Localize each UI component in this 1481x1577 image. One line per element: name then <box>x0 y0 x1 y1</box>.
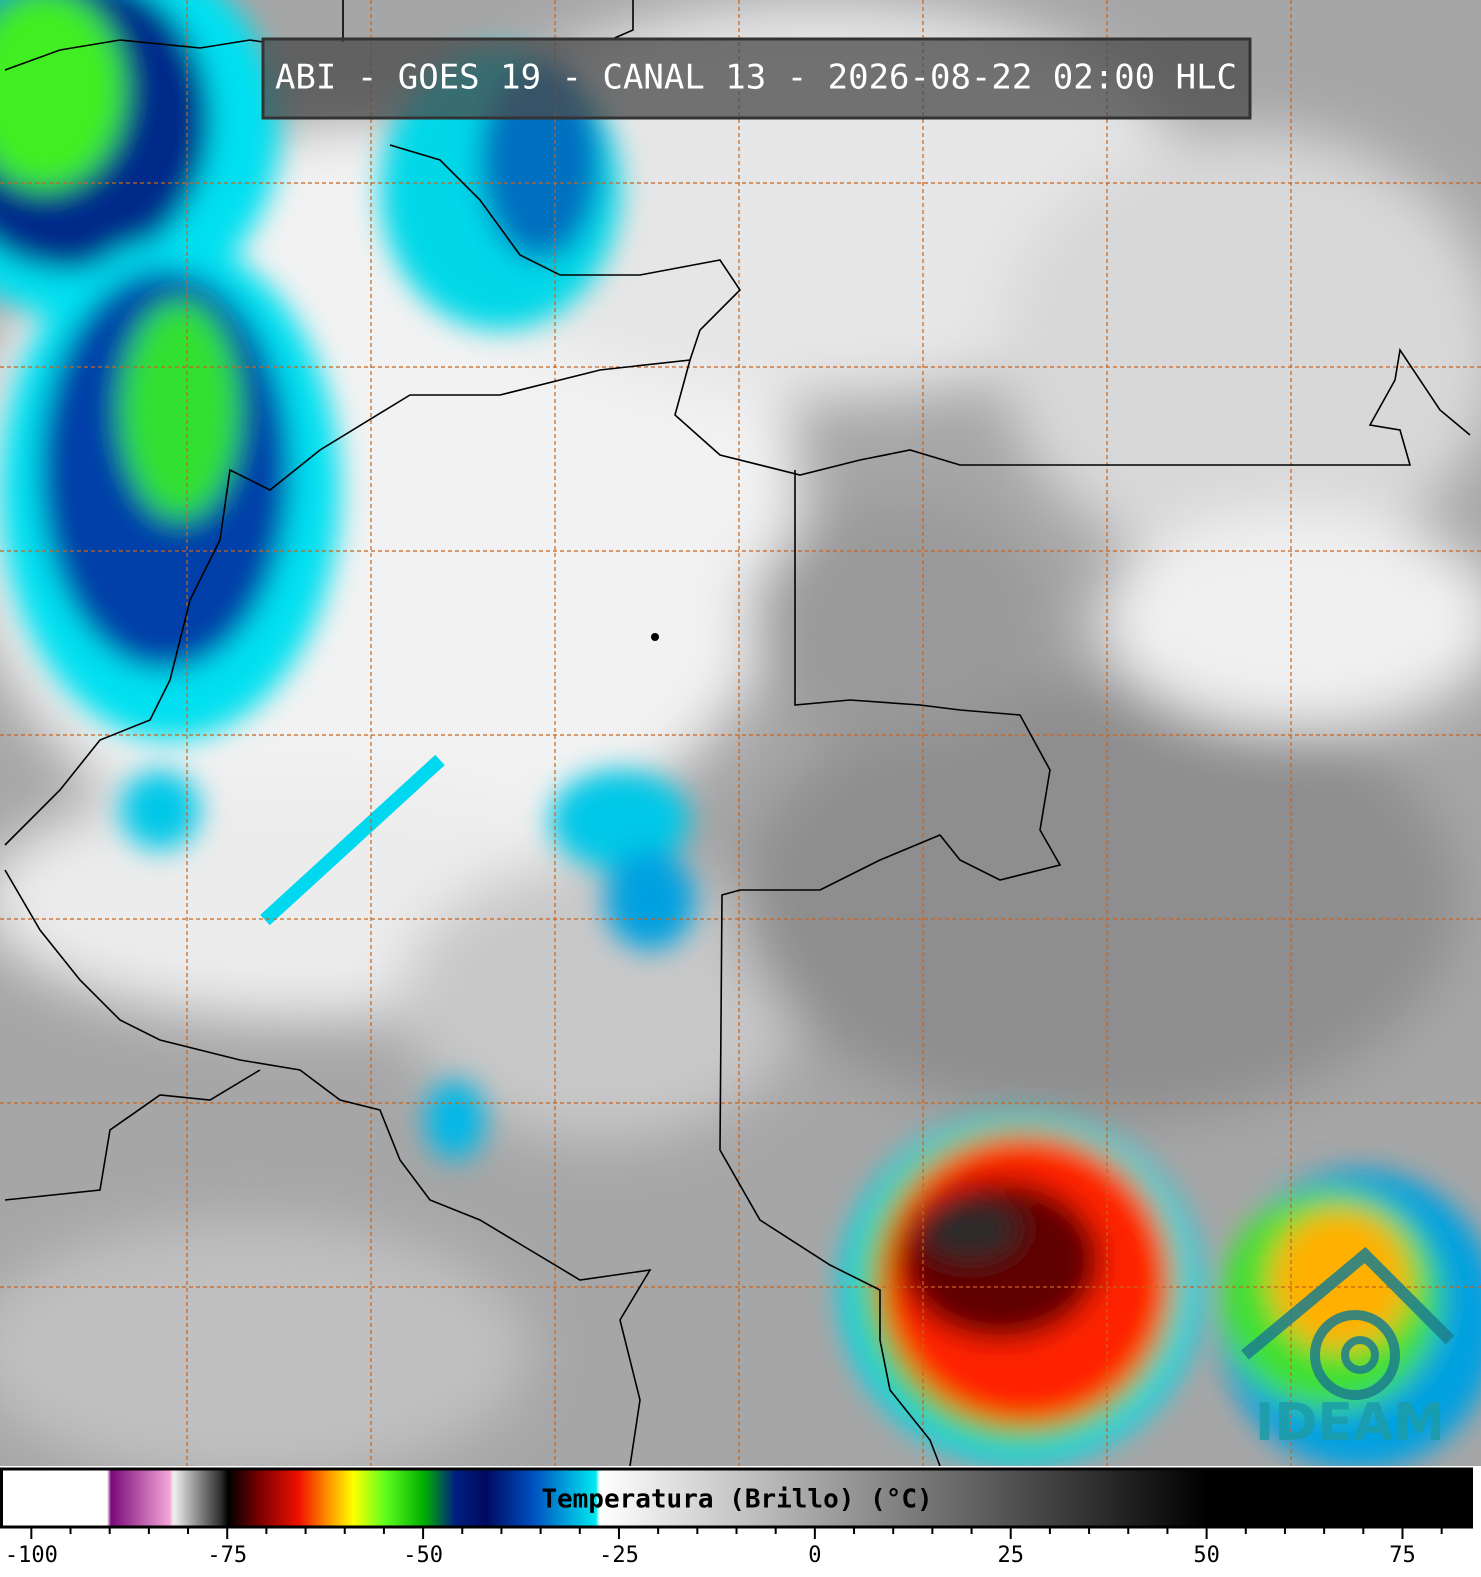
city-marker <box>651 633 659 641</box>
border <box>342 0 634 42</box>
logo-text: IDEAM <box>1255 1393 1445 1453</box>
border <box>4 39 742 846</box>
colorbar-label: Temperatura (Brillo) (°C) <box>541 1485 932 1515</box>
colorbar-tick-label: 0 <box>808 1543 821 1568</box>
title: ABI - GOES 19 - CANAL 13 - 2026-08-22 02… <box>275 58 1237 98</box>
border <box>674 347 1471 476</box>
logo: IDEAM <box>1241 1246 1455 1453</box>
border <box>719 470 1062 1466</box>
border <box>4 869 652 1466</box>
colorbar-tick-label: -25 <box>599 1543 639 1568</box>
imagery: ABI - GOES 19 - CANAL 13 - 2026-08-22 02… <box>0 0 1481 1466</box>
coordinate-grid <box>0 0 1481 1466</box>
colorbar-tick-label: 75 <box>1389 1543 1416 1568</box>
colorbar: Temperatura (Brillo) (°C) -100 -75 -50 -25 0 2… <box>0 1467 1473 1568</box>
colorbar-tick-label: 25 <box>997 1543 1024 1568</box>
title-box <box>261 37 1252 120</box>
colorbar-tick-label: -75 <box>207 1543 247 1568</box>
colorbar-tick-label: 50 <box>1193 1543 1220 1568</box>
colorbar-tick-label: -50 <box>403 1543 443 1568</box>
colorbar-tick-label: -100 <box>5 1543 58 1568</box>
